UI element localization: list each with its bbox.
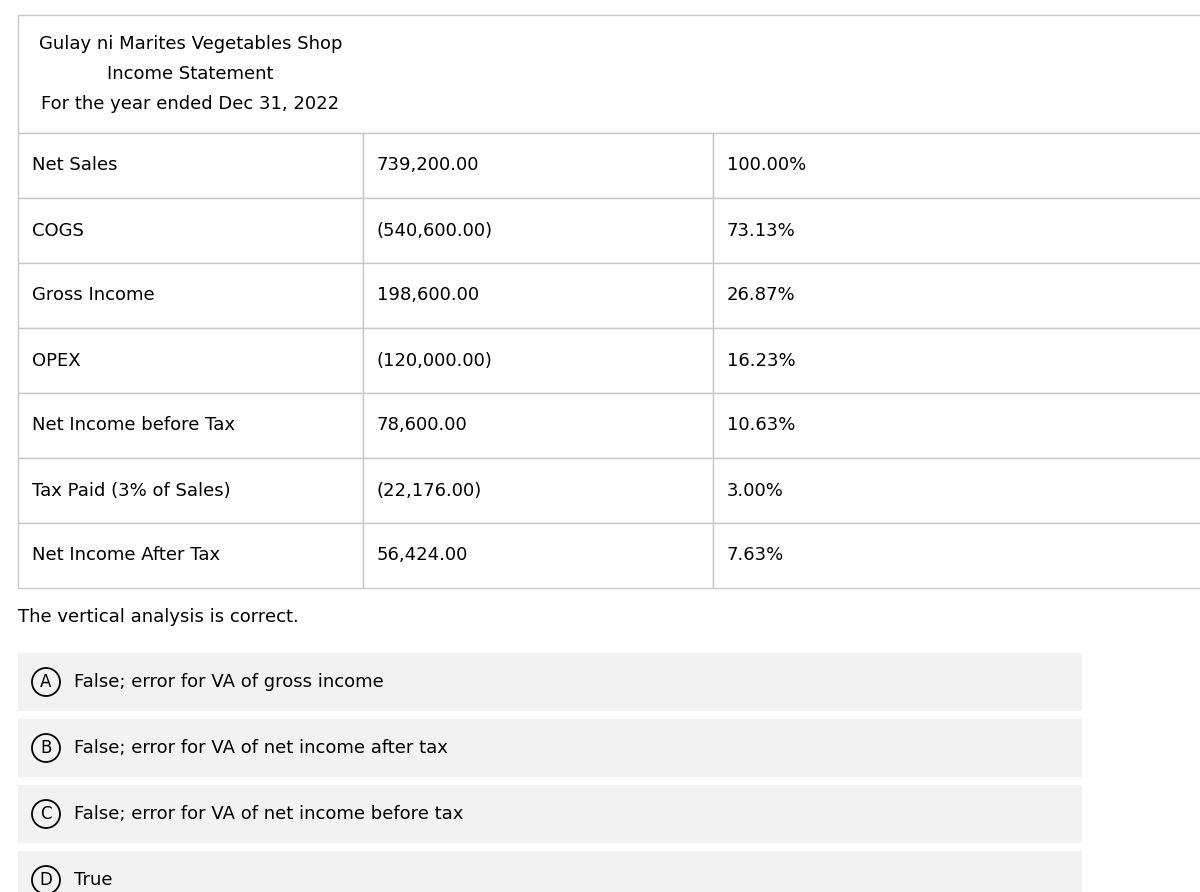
Text: A: A <box>41 673 52 691</box>
Bar <box>18 15 1200 133</box>
Text: 739,200.00: 739,200.00 <box>377 156 480 175</box>
Bar <box>18 263 364 328</box>
Text: 78,600.00: 78,600.00 <box>377 417 468 434</box>
Bar <box>364 458 713 523</box>
Text: Income Statement: Income Statement <box>107 65 274 83</box>
Text: Net Income before Tax: Net Income before Tax <box>32 417 235 434</box>
Text: 56,424.00: 56,424.00 <box>377 547 468 565</box>
Text: True: True <box>74 871 113 889</box>
Bar <box>364 263 713 328</box>
Text: Tax Paid (3% of Sales): Tax Paid (3% of Sales) <box>32 482 230 500</box>
Bar <box>18 653 1082 711</box>
Bar <box>18 851 1082 892</box>
Bar <box>18 458 364 523</box>
Text: D: D <box>40 871 53 889</box>
Bar <box>18 133 364 198</box>
Bar <box>364 133 713 198</box>
Text: 10.63%: 10.63% <box>727 417 796 434</box>
Text: OPEX: OPEX <box>32 351 80 369</box>
Text: False; error for VA of gross income: False; error for VA of gross income <box>74 673 384 691</box>
Bar <box>364 198 713 263</box>
Text: (22,176.00): (22,176.00) <box>377 482 482 500</box>
Bar <box>364 328 713 393</box>
Bar <box>364 523 713 588</box>
Text: Net Sales: Net Sales <box>32 156 118 175</box>
Text: Gulay ni Marites Vegetables Shop: Gulay ni Marites Vegetables Shop <box>38 35 342 53</box>
Bar <box>713 523 1200 588</box>
Bar <box>713 263 1200 328</box>
Text: 3.00%: 3.00% <box>727 482 784 500</box>
Text: C: C <box>41 805 52 823</box>
Bar <box>713 393 1200 458</box>
Bar <box>18 198 364 263</box>
Bar <box>713 458 1200 523</box>
Text: Gross Income: Gross Income <box>32 286 155 304</box>
Text: 26.87%: 26.87% <box>727 286 796 304</box>
Text: (120,000.00): (120,000.00) <box>377 351 493 369</box>
Bar <box>18 523 364 588</box>
Text: B: B <box>41 739 52 757</box>
Text: False; error for VA of net income after tax: False; error for VA of net income after … <box>74 739 448 757</box>
Text: False; error for VA of net income before tax: False; error for VA of net income before… <box>74 805 463 823</box>
Text: For the year ended Dec 31, 2022: For the year ended Dec 31, 2022 <box>42 95 340 113</box>
Text: COGS: COGS <box>32 221 84 239</box>
Text: (540,600.00): (540,600.00) <box>377 221 493 239</box>
Text: 100.00%: 100.00% <box>727 156 806 175</box>
Text: The vertical analysis is correct.: The vertical analysis is correct. <box>18 608 299 626</box>
Bar <box>364 393 713 458</box>
Bar <box>18 785 1082 843</box>
Text: Net Income After Tax: Net Income After Tax <box>32 547 220 565</box>
Text: 198,600.00: 198,600.00 <box>377 286 479 304</box>
Bar <box>18 328 364 393</box>
Text: 16.23%: 16.23% <box>727 351 796 369</box>
Bar <box>713 198 1200 263</box>
Bar <box>18 719 1082 777</box>
Text: 7.63%: 7.63% <box>727 547 785 565</box>
Bar <box>18 393 364 458</box>
Text: 73.13%: 73.13% <box>727 221 796 239</box>
Bar <box>713 328 1200 393</box>
Bar <box>713 133 1200 198</box>
